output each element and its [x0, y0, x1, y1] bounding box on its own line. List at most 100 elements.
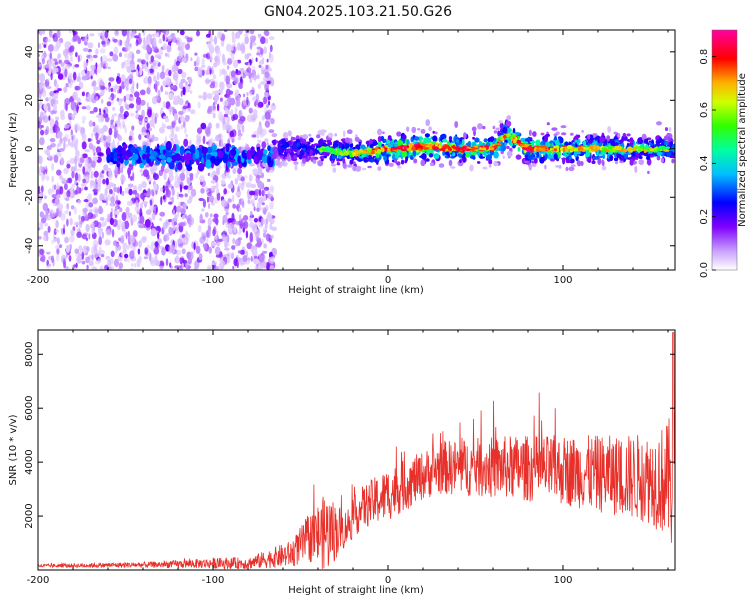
heatmap-cell [261, 218, 266, 225]
heatmap-cell [424, 133, 430, 138]
heatmap-cell [629, 158, 634, 166]
heatmap-cell [115, 195, 119, 202]
heatmap-cell [256, 46, 262, 50]
heatmap-cell [193, 61, 197, 67]
heatmap-cell [126, 244, 130, 250]
heatmap-cell [326, 139, 331, 144]
heatmap-cell [252, 245, 258, 251]
heatmap-cell [52, 184, 55, 193]
heatmap-cell [227, 198, 232, 203]
heatmap-cell [245, 182, 252, 188]
heatmap-cell [97, 258, 102, 264]
heatmap-cell [95, 96, 99, 101]
heatmap-cell [84, 157, 89, 167]
heatmap-cell [173, 95, 179, 103]
heatmap-cell [220, 260, 226, 268]
heatmap-cell [110, 196, 115, 204]
heatmap-cell [122, 47, 126, 52]
heatmap-cell [144, 118, 149, 122]
heatmap-cell [601, 166, 607, 171]
heatmap-cell [177, 238, 183, 244]
heatmap-cell [258, 197, 264, 204]
heatmap-cell [88, 202, 94, 208]
heatmap-cell [109, 258, 114, 265]
heatmap-cell [89, 96, 92, 103]
heatmap-cell [217, 150, 224, 159]
heatmap-cell [177, 68, 183, 75]
heatmap-cell [411, 126, 417, 134]
heatmap-cell [208, 195, 214, 203]
heatmap-cell [160, 107, 164, 111]
heatmap-cell [93, 126, 98, 133]
heatmap-cell [340, 138, 346, 142]
heatmap-cell [248, 174, 253, 182]
heatmap-cell [212, 151, 218, 157]
heatmap-cell [177, 177, 181, 184]
heatmap-cell [114, 205, 119, 210]
heatmap-cell [166, 125, 172, 130]
heatmap-cell [153, 246, 160, 255]
heatmap-cell [235, 31, 241, 39]
heatmap-cell [264, 138, 269, 143]
heatmap-cell [106, 58, 113, 62]
heatmap-cell [237, 231, 242, 235]
heatmap-cell [55, 39, 62, 49]
heatmap-cell [123, 52, 129, 58]
heatmap-cell [544, 153, 548, 160]
heatmap-cell [232, 113, 239, 120]
heatmap-cell [55, 219, 59, 228]
heatmap-cell [56, 131, 63, 139]
heatmap-cell [123, 111, 129, 118]
heatmap-cell [48, 106, 51, 113]
heatmap-cell [45, 38, 51, 42]
heatmap-cell [602, 160, 605, 167]
heatmap-cell [82, 166, 86, 175]
heatmap-cell [182, 41, 186, 47]
heatmap-cell [235, 69, 239, 74]
heatmap-cell [220, 179, 226, 185]
heatmap-cell [396, 161, 401, 166]
heatmap-cell [183, 138, 189, 147]
heatmap-cell [136, 69, 139, 77]
heatmap-cell [173, 221, 177, 226]
heatmap-cell [46, 85, 52, 89]
heatmap-cell [157, 238, 162, 244]
heatmap-cell [230, 52, 235, 62]
heatmap-cell [162, 43, 168, 50]
heatmap-cell [361, 153, 366, 158]
heatmap-cell [69, 157, 76, 164]
heatmap-cell [150, 55, 155, 63]
heatmap-cell [440, 134, 446, 139]
heatmap-cell [232, 59, 239, 68]
heatmap-cell [237, 155, 241, 165]
heatmap-cell [67, 177, 73, 184]
heatmap-cell [216, 56, 221, 66]
heatmap-cell [39, 85, 43, 91]
heatmap-cell [185, 263, 189, 268]
heatmap-cell [63, 141, 66, 150]
heatmap-cell [216, 230, 219, 237]
heatmap-cell [291, 146, 297, 150]
heatmap-cell [175, 153, 181, 161]
heatmap-cell [229, 130, 234, 138]
heatmap-cell [76, 168, 81, 172]
heatmap-cell [198, 253, 203, 261]
heatmap-cell [167, 35, 173, 40]
heatmap-cell [188, 83, 191, 87]
heatmap-cell [536, 150, 539, 158]
heatmap-cell [238, 30, 241, 33]
heatmap-cell [293, 161, 299, 166]
heatmap-cell [316, 134, 321, 139]
heatmap-cell [166, 157, 173, 163]
heatmap-cell [128, 161, 133, 165]
heatmap-cell [665, 146, 670, 149]
heatmap-cell [267, 233, 270, 240]
heatmap-cell [214, 235, 218, 240]
heatmap-cell [343, 130, 346, 137]
heatmap-cell [334, 133, 338, 137]
heatmap-cell [100, 254, 105, 258]
heatmap-cell [99, 265, 104, 270]
heatmap-cell [246, 149, 252, 160]
heatmap-cell [159, 126, 165, 134]
heatmap-cell [95, 146, 102, 154]
